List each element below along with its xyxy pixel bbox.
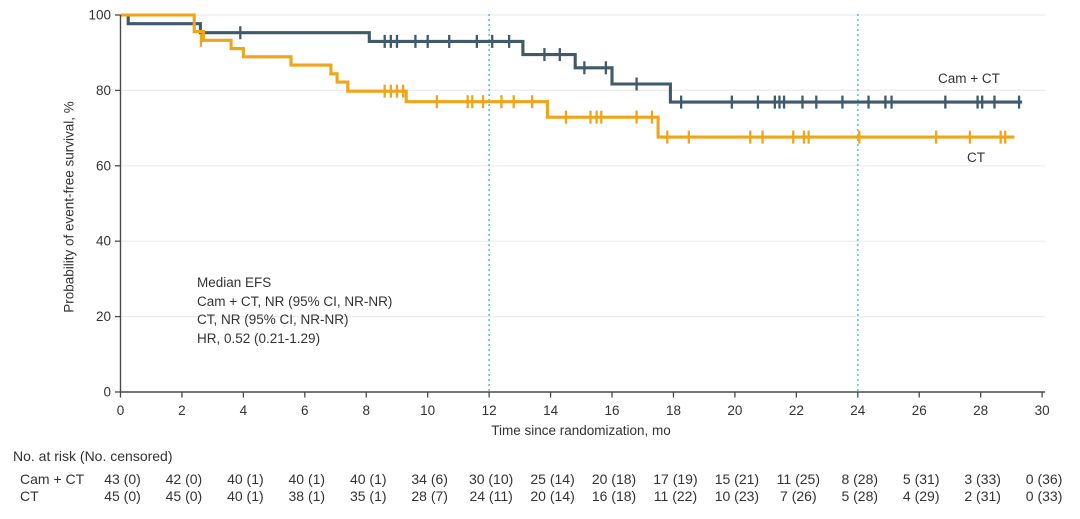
risk-value: 5 (31) bbox=[902, 471, 940, 487]
cam-ct-curve-label: Cam + CT bbox=[938, 71, 1000, 86]
x-tick-label-8: 8 bbox=[363, 403, 371, 418]
y-tick-label-60: 60 bbox=[96, 158, 111, 173]
annotation-line-ct: CT, NR (95% CI, NR-NR) bbox=[197, 312, 349, 327]
risk-value: 0 (33) bbox=[1025, 488, 1063, 504]
risk-value: 38 (1) bbox=[288, 488, 326, 504]
risk-value: 17 (19) bbox=[653, 471, 698, 487]
x-tick-label-2: 2 bbox=[178, 403, 186, 418]
y-tick-label-0: 0 bbox=[103, 385, 111, 400]
annotation-line-cam-ct: Cam + CT, NR (95% CI, NR-NR) bbox=[197, 293, 393, 309]
ct-curve bbox=[120, 13, 1015, 139]
x-tick-label-18: 18 bbox=[666, 403, 681, 418]
x-tick-label-12: 12 bbox=[482, 403, 497, 418]
risk-value: 42 (0) bbox=[165, 471, 203, 487]
risk-value: 45 (0) bbox=[165, 488, 203, 504]
risk-value: 15 (21) bbox=[714, 471, 760, 487]
risk-value: 20 (14) bbox=[530, 488, 575, 504]
reference-lines bbox=[488, 14, 859, 392]
x-tick-label-22: 22 bbox=[789, 403, 804, 418]
risk-value: 43 (0) bbox=[104, 471, 141, 487]
x-tick-label-26: 26 bbox=[912, 403, 927, 418]
median-efs-annotation: Median EFS Cam + CT, NR (95% CI, NR-NR) … bbox=[197, 274, 392, 348]
x-tick-label-14: 14 bbox=[543, 403, 559, 418]
y-tick-label-100: 100 bbox=[88, 8, 111, 23]
risk-value: 10 (23) bbox=[714, 488, 760, 504]
x-tick-label-0: 0 bbox=[117, 403, 125, 418]
risk-value: 4 (29) bbox=[902, 488, 940, 504]
risk-row-label-cam-ct: Cam + CT bbox=[20, 471, 85, 487]
risk-value: 40 (1) bbox=[349, 471, 387, 487]
y-tick-label-80: 80 bbox=[96, 83, 111, 98]
risk-value: 7 (26) bbox=[780, 488, 817, 504]
risk-value: 25 (14) bbox=[530, 471, 575, 487]
x-tick-label-6: 6 bbox=[301, 403, 309, 418]
x-tick-label-30: 30 bbox=[1035, 403, 1050, 418]
x-tick-label-28: 28 bbox=[973, 403, 988, 418]
x-tick-label-20: 20 bbox=[727, 403, 742, 418]
risk-value: 40 (1) bbox=[227, 488, 264, 504]
risk-value: 40 (1) bbox=[288, 471, 326, 487]
risk-value: 34 (6) bbox=[411, 471, 448, 487]
cam-ct-curve bbox=[120, 13, 1023, 104]
annotation-line-median: Median EFS bbox=[197, 275, 272, 290]
ct-curve-label: CT bbox=[967, 150, 985, 165]
risk-table-header: No. at risk (No. censored) bbox=[13, 448, 173, 464]
risk-value: 24 (11) bbox=[469, 488, 513, 504]
x-axis-title: Time since randomization, mo bbox=[491, 423, 671, 438]
y-axis-title: Probability of event-free survival, % bbox=[61, 101, 77, 313]
risk-row-label-ct: CT bbox=[20, 488, 39, 504]
risk-value: 5 (28) bbox=[841, 488, 879, 504]
x-tick-label-10: 10 bbox=[420, 403, 435, 418]
y-tick-label-20: 20 bbox=[96, 309, 111, 324]
risk-value: 3 (33) bbox=[964, 471, 1001, 487]
y-tick-label-40: 40 bbox=[96, 234, 111, 249]
risk-value: 2 (31) bbox=[964, 488, 1001, 504]
risk-value: 40 (1) bbox=[227, 471, 264, 487]
x-tick-label-24: 24 bbox=[850, 403, 866, 418]
x-tick-label-16: 16 bbox=[605, 403, 620, 418]
risk-value: 45 (0) bbox=[104, 488, 141, 504]
gridlines bbox=[120, 14, 1045, 318]
risk-value: 30 (10) bbox=[468, 471, 514, 487]
x-tick-label-4: 4 bbox=[240, 403, 248, 418]
risk-value: 8 (28) bbox=[841, 471, 879, 487]
risk-value: 11 (22) bbox=[653, 488, 698, 504]
cam-ct-series bbox=[120, 13, 1023, 109]
risk-value: 16 (18) bbox=[591, 488, 637, 504]
risk-value: 20 (18) bbox=[591, 471, 637, 487]
risk-value: 35 (1) bbox=[349, 488, 387, 504]
annotation-line-hr: HR, 0.52 (0.21-1.29) bbox=[197, 330, 321, 346]
risk-value: 28 (7) bbox=[411, 488, 448, 504]
ct-series bbox=[120, 13, 1015, 144]
risk-value: 11 (25) bbox=[776, 471, 820, 487]
risk-value: 0 (36) bbox=[1025, 471, 1063, 487]
